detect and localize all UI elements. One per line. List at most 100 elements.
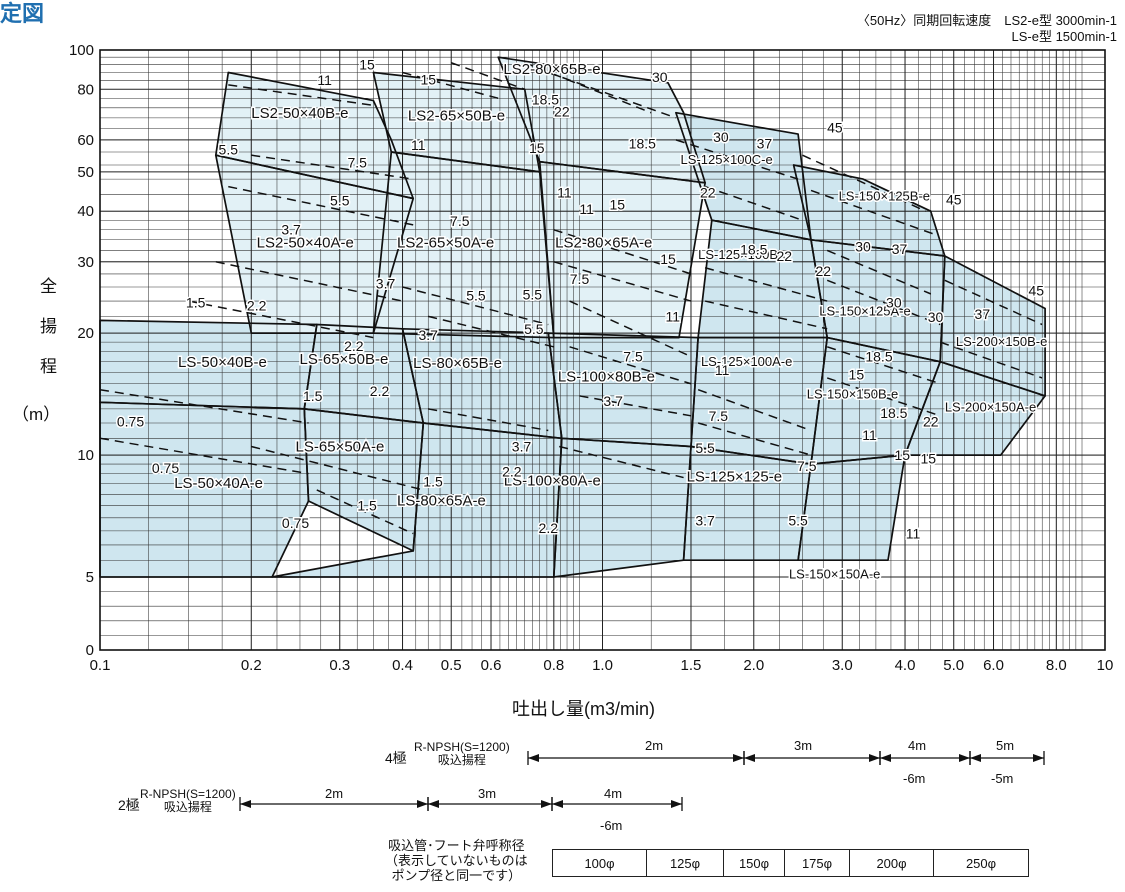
npsh-dimension-lines [239,751,1045,811]
motor-kw-label: 22 [923,414,939,430]
motor-kw-label: 2.2 [370,383,390,399]
y-tick-label: 5 [86,569,94,586]
four-pole-seg-2: 3m [794,738,813,753]
y-axis-label-unit: （m） [12,405,61,424]
motor-kw-label: 3.7 [281,222,301,238]
x-tick-label: 1.0 [592,657,613,674]
motor-kw-label: 5.5 [330,193,350,209]
x-tick-label: 3.0 [832,657,853,674]
x-tick-label: 6.0 [983,657,1004,674]
suction-pipe-label-line3: ポンプ径と同一です [391,868,509,883]
four-pole-range-line-arrowhead [970,754,981,762]
pump-model-label: LS-200×150B-e [956,334,1047,349]
suction-pipe-row: 100φ 125φ 150φ 175φ 200φ 250φ [552,849,1029,877]
motor-output-dash-line [215,261,403,302]
motor-output-dash-line [228,84,374,107]
motor-output-dash-line [251,154,414,180]
motor-output-dash-line [826,279,941,326]
plot-frame [99,49,1106,651]
motor-output-dash-line [188,300,374,339]
x-tick-label: 2.0 [743,657,764,674]
pump-model-label: LS2-80×65B-e [503,61,600,78]
pump-region-fill [539,161,706,338]
y-tick-label: 20 [77,325,94,342]
motor-output-dash-line [228,185,414,226]
pump-model-label: LS-125×125-e [687,469,783,486]
motor-kw-label: 15 [359,57,375,73]
motor-kw-label: 37 [892,241,908,257]
four-pole-range-line-arrowhead [733,754,744,762]
motor-kw-label: 3.7 [695,512,715,528]
motor-output-dash-line [99,437,309,475]
two-pole-range-line-arrowhead [541,800,552,808]
motor-kw-label: 7.5 [570,271,590,287]
pump-region-fill [498,57,706,183]
motor-output-dash-line [569,346,692,385]
four-pole-seg-1: 2m [645,738,664,753]
four-pole-npsh-text: R-NPSH(S=1200) [414,740,510,754]
motor-output-dash-line [704,185,803,221]
two-pole-range-line-arrowhead [671,800,682,808]
motor-output-dash-line [579,395,692,417]
suction-pipe-label-line1: 吸込管･フート弁呼称径 [388,838,525,853]
motor-kw-label: 22 [815,263,831,279]
pump-model-label: LS-100×80B-e [558,368,655,385]
pump-model-label: LS-125×100C-e [681,152,773,167]
pump-region-fill [683,446,811,561]
axis-tick-labels: 0.1 0.2 0.3 0.4 0.5 0.6 0.8 1.0 1.5 2.0 3.0 4.0 5.0 6… [69,42,1113,674]
motor-kw-label: 30 [886,295,902,311]
y-tick-label: 80 [77,81,94,98]
motor-kw-label: 5.5 [788,512,808,528]
motor-output-dash-line [559,445,684,479]
pipe-size-cell: 200φ [849,849,934,877]
motor-kw-label: 18.5 [532,92,559,108]
suction-pipe-label-line2: 表示していないものは [398,853,528,868]
motor-kw-label: 7.5 [623,349,643,365]
y-tick-label: 0 [86,642,94,659]
pump-region-outline [372,71,541,173]
motor-kw-label: 37 [975,306,991,322]
motor-kw-label: 11 [557,184,572,200]
motor-kw-label: 7.5 [797,458,817,474]
four-pole-range-line-arrowhead [528,754,539,762]
x-axis-label: 吐出し量(m3/min) [512,699,655,719]
x-tick-label: 0.6 [481,657,502,674]
two-pole-seg-1: 2m [325,786,344,801]
x-tick-label: 0.8 [543,657,564,674]
four-pole-label: 4極 [385,750,407,766]
pump-model-label: LS-125×100A-e [701,354,792,369]
pump-region-outline [675,111,812,241]
two-pole-range-line-arrowhead [417,800,428,808]
two-pole-seg-3-suction: -6m [600,818,623,833]
motor-kw-label: 5.5 [219,142,239,158]
y-tick-label: 60 [77,132,94,149]
motor-kw-label: 3.7 [512,438,532,454]
motor-kw-label: 30 [652,69,668,85]
motor-kw-label: 3.7 [376,276,396,292]
motor-kw-label: 11 [906,526,921,542]
two-pole-range-line-arrowhead [552,800,563,808]
motor-kw-label: 5.5 [523,287,543,303]
pump-region-fill [100,320,317,409]
y-axis-label-char-2: 揚 [40,317,57,336]
motor-kw-label: 11 [715,362,730,378]
pump-model-label: LS-200×150A-e [945,400,1036,415]
pump-region-fill [553,438,691,577]
two-pole-suction-head-text: 吸込揚程 [163,800,212,814]
y-tick-label: 50 [77,164,94,181]
pump-model-label: LS-50×40A-e [174,475,263,492]
pump-model-label: LS-150×150A-e [789,566,880,581]
motor-output-dash-line [939,341,1043,379]
x-tick-label: 8.0 [1046,657,1067,674]
pump-model-label: LS-65×50A-e [296,439,385,456]
pump-region-outline [214,71,415,200]
four-pole-range-line-arrowhead [1033,754,1044,762]
pump-region-fill [304,408,424,551]
motor-output-dash-line [402,286,549,326]
motor-kw-label: 5.5 [524,321,544,337]
motor-kw-label: 7.5 [347,154,367,170]
two-pole-label: 2極 [118,797,140,813]
motor-kw-label: 0.75 [282,515,309,531]
y-axis-label-char-1: 全 [40,277,57,296]
